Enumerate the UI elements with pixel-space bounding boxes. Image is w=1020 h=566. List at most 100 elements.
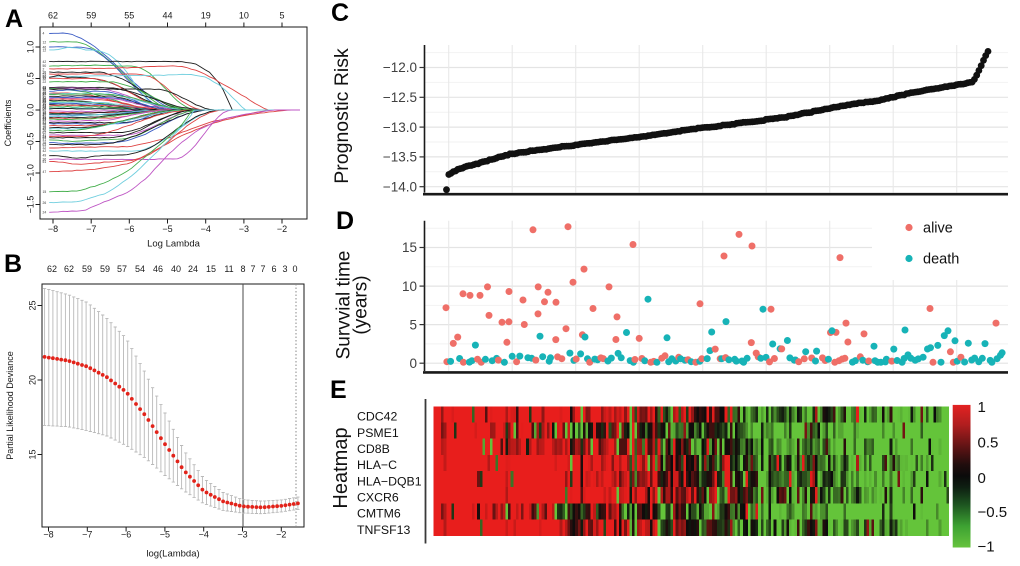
svg-text:−4: −4 bbox=[199, 530, 209, 540]
svg-text:59: 59 bbox=[100, 264, 110, 274]
svg-text:12: 12 bbox=[43, 49, 47, 53]
svg-text:35: 35 bbox=[43, 91, 47, 95]
svg-text:50: 50 bbox=[43, 64, 47, 68]
svg-text:death: death bbox=[923, 252, 959, 268]
svg-text:−5: −5 bbox=[160, 530, 170, 540]
svg-text:−7: −7 bbox=[86, 224, 96, 234]
svg-text:15: 15 bbox=[206, 264, 216, 274]
svg-text:49: 49 bbox=[43, 117, 47, 121]
svg-text:55: 55 bbox=[124, 11, 134, 21]
svg-text:D: D bbox=[336, 207, 354, 235]
svg-text:26: 26 bbox=[43, 201, 47, 205]
svg-text:57: 57 bbox=[117, 264, 127, 274]
svg-text:43: 43 bbox=[43, 116, 47, 120]
svg-text:−4: −4 bbox=[201, 224, 211, 234]
svg-text:log(Lambda): log(Lambda) bbox=[146, 549, 199, 560]
svg-text:7: 7 bbox=[260, 264, 265, 274]
svg-text:CDC42: CDC42 bbox=[357, 410, 397, 424]
svg-text:−0.5: −0.5 bbox=[26, 133, 36, 151]
svg-text:Partial Likelihood Deviance: Partial Likelihood Deviance bbox=[5, 351, 15, 460]
svg-text:39: 39 bbox=[43, 113, 47, 117]
svg-text:24: 24 bbox=[43, 210, 47, 214]
svg-text:54: 54 bbox=[43, 99, 47, 103]
svg-text:7: 7 bbox=[250, 264, 255, 274]
svg-text:59: 59 bbox=[43, 110, 47, 114]
svg-text:0.5: 0.5 bbox=[26, 72, 36, 85]
svg-text:38: 38 bbox=[43, 71, 47, 75]
svg-text:62: 62 bbox=[43, 101, 47, 105]
svg-text:19: 19 bbox=[201, 11, 211, 21]
svg-text:HLA−C: HLA−C bbox=[357, 458, 397, 472]
svg-text:A: A bbox=[5, 5, 23, 33]
svg-text:8: 8 bbox=[240, 264, 245, 274]
svg-text:−5: −5 bbox=[162, 224, 172, 234]
svg-text:47: 47 bbox=[43, 170, 47, 174]
svg-text:(years): (years) bbox=[351, 275, 372, 334]
svg-text:10: 10 bbox=[239, 11, 249, 21]
svg-text:41: 41 bbox=[43, 138, 47, 142]
svg-text:38: 38 bbox=[43, 141, 47, 145]
svg-text:C: C bbox=[331, 0, 349, 27]
svg-text:49: 49 bbox=[43, 86, 47, 90]
svg-text:50: 50 bbox=[43, 75, 47, 79]
svg-text:11: 11 bbox=[224, 264, 233, 274]
svg-text:6: 6 bbox=[271, 264, 276, 274]
svg-text:44: 44 bbox=[162, 11, 172, 21]
svg-text:32: 32 bbox=[43, 105, 47, 109]
svg-text:46: 46 bbox=[153, 264, 163, 274]
svg-text:33: 33 bbox=[43, 104, 47, 108]
svg-text:−12.5: −12.5 bbox=[383, 90, 417, 105]
svg-text:Heatmap: Heatmap bbox=[330, 427, 352, 508]
svg-text:Log Lambda: Log Lambda bbox=[147, 239, 201, 250]
svg-text:−7: −7 bbox=[82, 530, 92, 540]
svg-text:3: 3 bbox=[282, 264, 287, 274]
svg-text:−6: −6 bbox=[121, 530, 131, 540]
svg-text:53: 53 bbox=[43, 72, 47, 76]
svg-text:−2: −2 bbox=[277, 224, 287, 234]
svg-text:36: 36 bbox=[43, 98, 47, 102]
svg-text:64: 64 bbox=[43, 106, 47, 110]
svg-text:−0.5: −0.5 bbox=[978, 504, 1008, 521]
svg-text:62: 62 bbox=[43, 131, 47, 135]
svg-text:47: 47 bbox=[43, 103, 47, 107]
svg-text:15: 15 bbox=[28, 449, 38, 459]
svg-text:22: 22 bbox=[43, 96, 47, 100]
svg-text:42: 42 bbox=[43, 60, 47, 64]
svg-text:39: 39 bbox=[43, 100, 47, 104]
svg-text:59: 59 bbox=[86, 11, 96, 21]
svg-text:B: B bbox=[4, 250, 22, 278]
svg-text:0.5: 0.5 bbox=[978, 435, 999, 452]
svg-text:−3: −3 bbox=[239, 224, 249, 234]
svg-text:51: 51 bbox=[43, 115, 47, 119]
svg-text:19: 19 bbox=[43, 93, 47, 97]
svg-text:43: 43 bbox=[43, 121, 47, 125]
svg-text:57: 57 bbox=[43, 119, 47, 123]
svg-text:22: 22 bbox=[43, 86, 47, 90]
svg-text:−1: −1 bbox=[978, 538, 995, 555]
svg-text:46: 46 bbox=[43, 45, 47, 49]
svg-text:−1.0: −1.0 bbox=[26, 164, 36, 182]
svg-text:62: 62 bbox=[47, 264, 57, 274]
svg-text:40: 40 bbox=[171, 264, 181, 274]
svg-text:2: 2 bbox=[43, 67, 45, 71]
svg-text:CMTM6: CMTM6 bbox=[357, 507, 401, 521]
svg-text:63: 63 bbox=[43, 143, 47, 147]
svg-text:51: 51 bbox=[43, 136, 47, 140]
svg-text:39: 39 bbox=[43, 89, 47, 93]
svg-text:4: 4 bbox=[43, 31, 45, 35]
svg-text:15: 15 bbox=[43, 190, 47, 194]
svg-text:0.0: 0.0 bbox=[26, 104, 36, 117]
svg-text:−1.5: −1.5 bbox=[26, 196, 36, 214]
svg-text:42: 42 bbox=[43, 149, 47, 153]
svg-text:−3: −3 bbox=[237, 530, 247, 540]
svg-text:59: 59 bbox=[82, 264, 92, 274]
svg-text:−6: −6 bbox=[124, 224, 134, 234]
svg-text:−2: −2 bbox=[276, 530, 286, 540]
svg-text:1.0: 1.0 bbox=[26, 41, 36, 54]
svg-text:12: 12 bbox=[43, 40, 47, 44]
svg-text:1: 1 bbox=[978, 399, 986, 416]
svg-text:0: 0 bbox=[409, 356, 417, 371]
svg-text:15: 15 bbox=[402, 240, 417, 255]
svg-text:42: 42 bbox=[43, 127, 47, 131]
svg-text:5: 5 bbox=[279, 11, 284, 21]
